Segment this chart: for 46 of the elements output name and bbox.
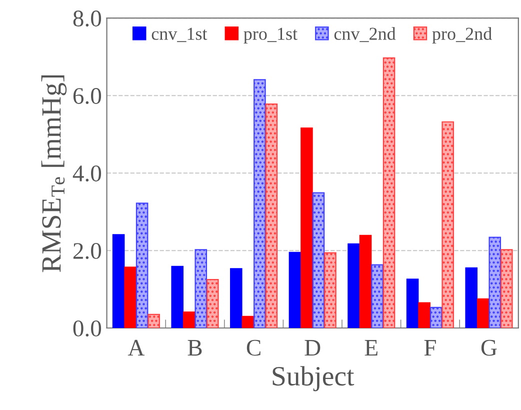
bar bbox=[312, 192, 325, 328]
bar bbox=[371, 264, 384, 328]
bar bbox=[418, 302, 430, 328]
bar bbox=[348, 243, 360, 328]
bar bbox=[406, 278, 419, 328]
bar bbox=[194, 249, 208, 328]
bar bbox=[206, 279, 219, 328]
y-tick-label: 6.0 bbox=[73, 88, 102, 104]
bar bbox=[300, 128, 313, 328]
legend-label: cnv_2nd bbox=[334, 27, 396, 42]
x-tick-label: F bbox=[424, 340, 436, 356]
bar bbox=[324, 252, 336, 328]
y-tick-label: 2.0 bbox=[73, 243, 102, 260]
x-tick-label: B bbox=[188, 340, 202, 356]
bar bbox=[442, 121, 454, 328]
bar bbox=[124, 266, 136, 328]
y-tick-label: 4.0 bbox=[72, 166, 102, 182]
legend-label: pro_1st bbox=[244, 28, 298, 44]
legend-label: pro_2nd bbox=[432, 27, 492, 44]
bar bbox=[382, 57, 396, 328]
y-tick-label: 8.0 bbox=[73, 10, 102, 27]
bar bbox=[359, 234, 372, 328]
bar bbox=[230, 268, 242, 328]
x-tick-label: E bbox=[364, 340, 378, 356]
bar bbox=[171, 266, 184, 328]
bar bbox=[112, 234, 125, 328]
x-tick-label: A bbox=[128, 340, 145, 356]
bar bbox=[488, 236, 502, 328]
bar bbox=[148, 314, 160, 328]
bar bbox=[476, 298, 490, 328]
bar bbox=[136, 202, 148, 328]
x-tick-label: G bbox=[481, 340, 497, 356]
y-tick-label: 0.0 bbox=[73, 320, 102, 337]
x-tick-label: D bbox=[304, 340, 320, 356]
x-axis-title: Subject bbox=[272, 366, 354, 392]
y-axis-title: RMSE$_{Te}$ [mmHg] bbox=[41, 75, 67, 272]
legend-label: cnv_1st bbox=[152, 28, 208, 42]
bar bbox=[254, 79, 266, 328]
bar bbox=[288, 252, 302, 328]
bar bbox=[465, 267, 478, 328]
bar bbox=[242, 316, 254, 328]
bar bbox=[182, 312, 196, 328]
bar bbox=[500, 249, 513, 328]
bar bbox=[265, 104, 278, 328]
x-tick-label: C bbox=[246, 340, 260, 356]
bar bbox=[430, 306, 442, 328]
